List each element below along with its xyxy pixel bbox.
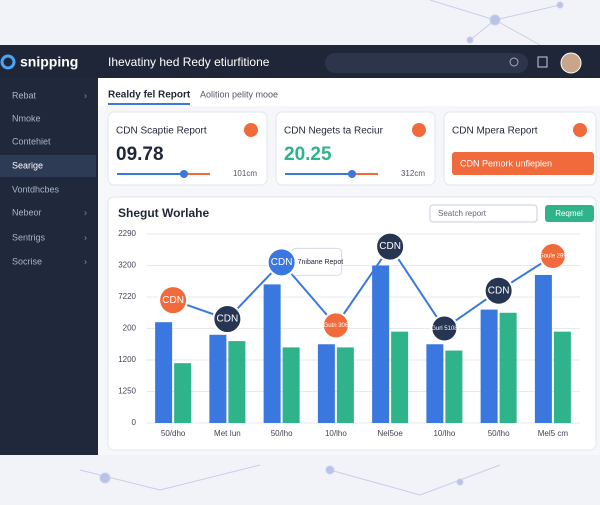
card-unit: 101cm [233,169,257,178]
x-tick-label: 50/dho [161,429,186,438]
slider-knob[interactable] [180,170,188,178]
node-label: CDN [271,257,293,268]
card-title: CDN Scaptie Report [116,126,207,137]
avatar[interactable] [560,52,582,74]
chevron: › [84,207,87,217]
x-tick-label: 10/lho [325,429,347,438]
nav-item[interactable]: Sentrigs [12,232,46,242]
line-node [430,314,459,343]
card-value: 20.25 [284,144,332,165]
y-tick-label: 2290 [118,229,136,238]
chevron: › [84,90,87,100]
nav-item[interactable]: Rebat [12,90,37,100]
active-item [0,155,96,177]
slider-knob[interactable] [348,170,356,178]
nav-item[interactable]: Nmoke [12,113,41,123]
card-title: CDN Negets ta Reciur [284,126,384,137]
bar [534,274,552,423]
y-tick-label: 1200 [118,355,136,364]
app-title: Ihevatiny hed Redy etiurfitione [108,55,270,69]
line-node [483,275,514,306]
card-value: 09.78 [116,144,164,165]
node-label: CDN [217,314,239,325]
card-button-text: CDN Pemork unfiepien [460,158,552,168]
nav-item[interactable]: Socrise [12,256,42,266]
y-tick-label: 0 [132,418,137,427]
nav-item[interactable]: Vontdhcbes [12,184,60,194]
y-tick-label: 7220 [118,292,136,301]
y-tick-label: 200 [123,324,137,333]
alert-icon [412,123,426,137]
nav-item[interactable]: Searige [12,160,43,170]
node-label: Goule 299 [539,254,567,260]
x-tick-label: Nel5oe [377,429,403,438]
card-unit: 312cm [401,169,425,178]
bar [372,265,390,423]
x-tick-label: Mel5 cm [538,429,569,438]
search-box[interactable] [325,53,528,73]
callout-text: 7nibane Repot [298,259,344,266]
logo-icon [0,54,16,70]
alert-icon [244,123,258,137]
line-node [266,247,297,278]
x-tick-label: 10/lho [433,429,455,438]
nav-item[interactable]: Nebeor [12,207,42,217]
card-button[interactable] [452,152,594,175]
bar [174,363,192,423]
tab[interactable]: Aolition pelity mooe [200,89,278,99]
card [275,111,436,186]
card [107,111,268,186]
tab[interactable]: Realdy fel Report [108,90,191,101]
nav-item[interactable]: Contehiet [12,136,51,146]
y-tick-label: 3200 [118,261,136,270]
bar [282,347,300,423]
line-node [321,311,350,340]
panel-title: Shegut Worlahe [118,206,209,220]
notify-icon[interactable] [537,56,548,68]
line-node [212,304,243,335]
node-label: CDN [488,285,510,296]
bar [445,350,463,423]
bar [553,331,571,423]
bar [317,344,335,423]
node-label: CDN [379,241,401,252]
x-tick-label: 50/lho [488,429,510,438]
alert-icon [573,123,587,137]
line-node [375,231,406,262]
line-node [158,285,189,316]
chevron: › [84,232,87,242]
bar [391,331,409,423]
x-tick-label: 50/lho [271,429,293,438]
node-label: CDN [162,295,184,306]
x-tick-label: Met Iun [214,429,241,438]
node-label: Gutn 306 [324,323,349,329]
select-text: Seatch report [438,209,487,218]
report-select[interactable] [429,204,538,223]
card-title: CDN Mpera Report [452,126,538,137]
bar [499,312,517,423]
button-text: Reqmel [555,209,583,218]
bar [228,341,246,423]
y-tick-label: 1250 [118,387,136,396]
bar [155,322,173,423]
sidebar [0,78,98,455]
line-node [538,242,567,271]
chevron: › [84,256,87,266]
tab-bar [98,78,600,106]
bar [263,284,281,423]
request-button[interactable] [545,205,594,222]
node-label: Gurl 5108 [431,326,458,332]
bar [209,334,227,423]
bar [336,347,354,423]
logo: snipping [20,54,78,70]
bar [480,309,498,423]
bar [426,344,444,423]
network-decoration [79,0,564,496]
search-icon [509,57,519,67]
